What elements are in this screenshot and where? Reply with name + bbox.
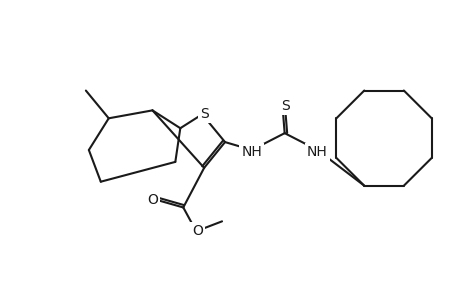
Text: S: S [199, 107, 208, 121]
Text: NH: NH [307, 145, 327, 159]
Text: O: O [147, 193, 157, 206]
Text: S: S [280, 99, 290, 113]
Text: O: O [191, 224, 202, 238]
Text: O: O [191, 224, 202, 238]
Text: S: S [280, 99, 290, 113]
Text: NH: NH [241, 145, 262, 159]
Text: NH: NH [241, 145, 262, 159]
Text: O: O [147, 193, 157, 206]
Text: S: S [199, 107, 208, 121]
Text: NH: NH [307, 145, 327, 159]
